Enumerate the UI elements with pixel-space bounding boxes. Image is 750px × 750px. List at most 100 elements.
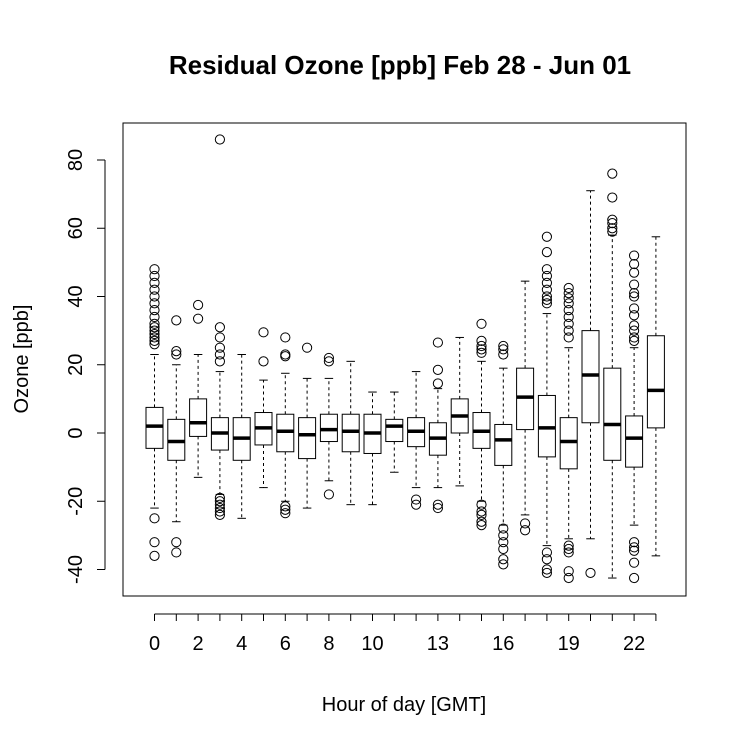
outlier-point (541, 294, 553, 306)
y-tick-label: 20 (65, 354, 87, 376)
outlier-point (214, 509, 225, 521)
outlier-point (149, 335, 160, 346)
box-iqr (646, 335, 665, 429)
outlier-point (171, 346, 182, 357)
outlier-point (563, 572, 574, 584)
outlier-point (563, 305, 574, 316)
outlier-point (541, 247, 553, 258)
y-tick-label: 0 (65, 427, 87, 438)
outlier-point (520, 525, 531, 536)
outlier-point (171, 537, 182, 548)
outlier-point (149, 332, 160, 343)
outlier-point (476, 335, 487, 346)
outlier-point (541, 270, 553, 282)
outlier-point (520, 518, 531, 529)
outlier-point (607, 218, 618, 229)
outlier-point (498, 349, 509, 360)
outlier-point (149, 298, 160, 309)
outlier-point (432, 499, 443, 510)
x-tick-label: 6 (280, 633, 291, 655)
outlier-point (214, 349, 225, 360)
outlier-point (629, 537, 640, 548)
outlier-point (563, 332, 574, 343)
outlier-point (607, 168, 618, 179)
outlier-point (149, 277, 160, 288)
outlier-point (563, 540, 574, 551)
outlier-point (563, 298, 574, 309)
outlier-point (171, 547, 182, 558)
outlier-point (214, 502, 225, 514)
outlier-point (476, 340, 487, 352)
outlier-point (629, 310, 640, 321)
outlier-point (498, 543, 509, 555)
box-iqr (494, 423, 513, 466)
outlier-point (563, 543, 574, 555)
x-tick-label: 19 (558, 633, 580, 655)
outlier-point (432, 337, 443, 348)
outlier-point (607, 223, 618, 234)
outlier-point (563, 566, 574, 577)
chart-title: Residual Ozone [ppb] Feb 28 - Jun 01 (169, 50, 631, 80)
outlier-point (563, 293, 574, 304)
outlier-point (432, 364, 443, 375)
outlier-point (629, 572, 640, 584)
outlier-point (476, 506, 487, 517)
outlier-point (149, 339, 160, 350)
outlier-point (432, 378, 443, 389)
y-axis-label: Ozone [ppb] (11, 305, 33, 414)
outlier-point (149, 550, 160, 561)
outlier-point (498, 523, 509, 534)
outlier-point (280, 332, 291, 343)
outlier-point (629, 325, 640, 336)
outlier-point (214, 322, 225, 333)
outlier-point (149, 291, 160, 302)
outlier-point (498, 530, 509, 541)
y-tick-label: 40 (65, 285, 87, 307)
outlier-point (541, 264, 553, 275)
outlier-point (149, 264, 160, 275)
box-iqr (298, 417, 317, 460)
outlier-point (193, 313, 204, 324)
outlier-point (541, 231, 553, 242)
outlier-point (214, 134, 225, 145)
outlier-point (323, 352, 334, 364)
outlier-point (171, 349, 182, 360)
outlier-point (258, 356, 269, 367)
outlier-point (193, 299, 204, 311)
outlier-point (541, 567, 553, 579)
outlier-point (541, 564, 553, 575)
outlier-point (607, 226, 618, 237)
y-tick-label: 60 (65, 217, 87, 239)
outlier-point (323, 356, 334, 367)
outlier-point (302, 342, 313, 353)
outlier-point (149, 305, 160, 316)
outlier-point (280, 501, 291, 512)
y-tick-label: -40 (65, 555, 87, 584)
x-tick-label: 4 (236, 633, 247, 655)
outlier-point (214, 496, 225, 507)
outlier-point (498, 340, 509, 352)
outlier-point (149, 325, 160, 336)
outlier-point (323, 489, 334, 500)
x-tick-label: 8 (323, 633, 334, 655)
outlier-point (280, 508, 291, 519)
outlier-point (629, 279, 640, 290)
x-tick-label: 16 (492, 633, 514, 655)
outlier-point (149, 318, 160, 329)
outlier-point (411, 499, 422, 510)
outlier-point (214, 342, 225, 353)
y-tick-label: 80 (65, 149, 87, 171)
outlier-point (498, 554, 509, 565)
outlier-point (258, 327, 269, 338)
x-tick-label: 0 (149, 633, 160, 655)
outlier-point (280, 504, 291, 515)
outlier-point (541, 277, 553, 288)
outlier-point (476, 344, 487, 355)
outlier-point (563, 547, 574, 558)
plot-frame (122, 122, 687, 597)
box-iqr (189, 398, 208, 437)
x-tick-label: 2 (193, 633, 204, 655)
outlier-point (476, 318, 487, 329)
outlier-point (149, 311, 160, 323)
